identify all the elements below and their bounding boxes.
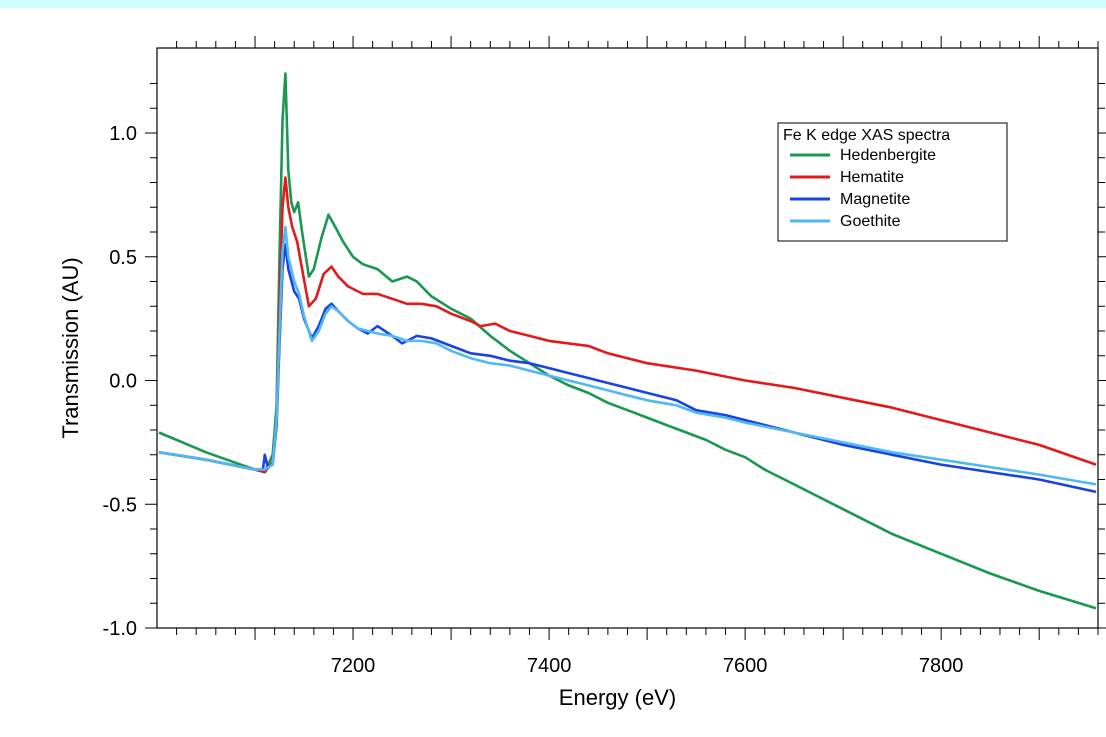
legend: Fe K edge XAS spectra Hedenbergite Hemati… [777,122,1008,242]
x-tick-label: 7400 [527,655,572,677]
series-line-goethite [158,225,1097,486]
series-line-hematite [158,176,1097,474]
top-color-band [0,0,1106,8]
legend-label: Hematite [840,169,904,186]
x-axis-title: Energy (eV) [559,685,676,710]
x-tick-label: 7200 [331,655,376,677]
legend-label: Magnetite [840,191,910,208]
legend-label: Goethite [840,213,901,230]
x-tick-label: 7800 [919,655,964,677]
legend-title: Fe K edge XAS spectra [783,127,950,144]
series-line-hedenbergite [158,72,1097,610]
y-tick-label: -1.0 [103,618,137,640]
y-tick-labels: 1.0 0.5 0.0 -0.5 -1.0 [103,123,137,640]
series-line-magnetite [158,243,1097,494]
y-tick-label: 1.0 [109,123,137,145]
y-tick-label: 0.0 [109,371,137,393]
series-lines [158,72,1097,610]
y-tick-label: 0.5 [109,247,137,269]
y-tick-label: -0.5 [103,494,137,516]
x-tick-labels: 7200 7400 7600 7800 [331,655,964,677]
legend-label: Hedenbergite [840,147,936,164]
x-tick-label: 7600 [723,655,768,677]
y-axis-title: Transmission (AU) [58,257,83,438]
axis-ticks [145,36,1106,640]
